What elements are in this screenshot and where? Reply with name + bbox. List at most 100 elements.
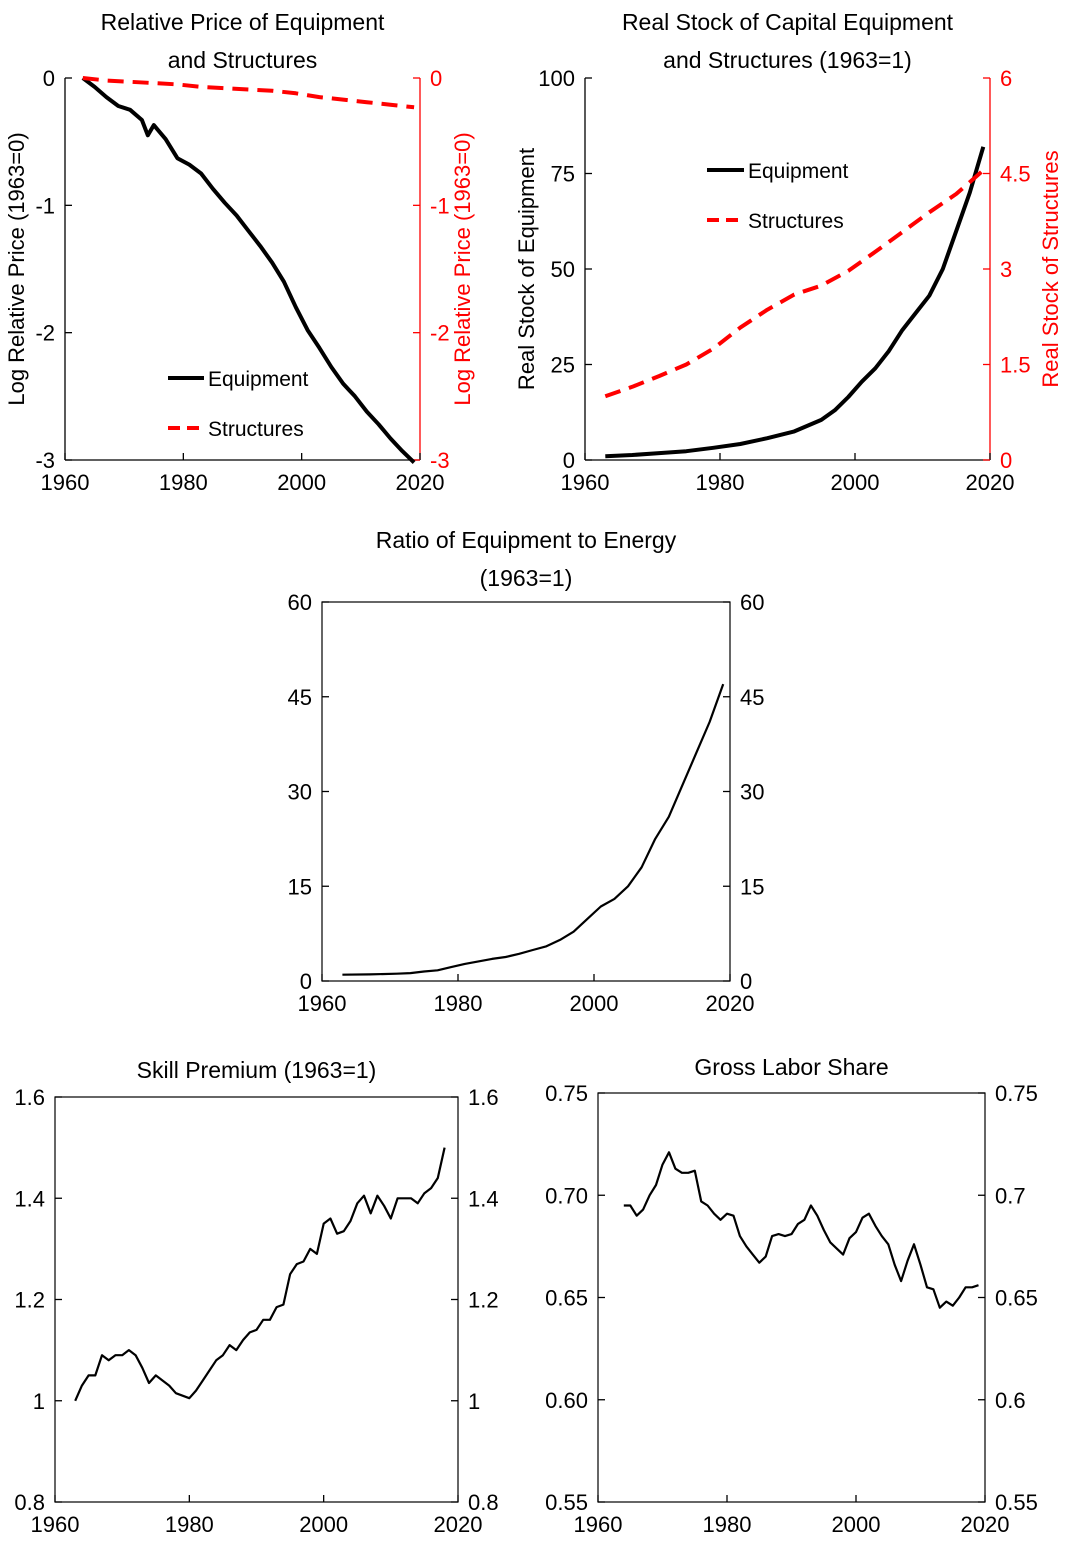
y-right-tick-label: 1.6: [468, 1085, 499, 1110]
y-axis-label: Real Stock of Equipment: [514, 148, 539, 390]
x-tick-label: 2000: [299, 1512, 348, 1537]
y-tick-label: 0: [43, 66, 55, 91]
x-tick-label: 2020: [966, 470, 1015, 495]
x-tick-label: 2020: [961, 1512, 1010, 1537]
y-tick-label: 45: [288, 685, 312, 710]
y-tick-label: 0.55: [545, 1490, 588, 1515]
chart-skill: Skill Premium (1963=1)1960 1980 2000 20200.…: [14, 1057, 498, 1537]
y-right-tick-label: 30: [740, 780, 764, 805]
plot-frame: [597, 1092, 986, 1503]
x-tick-label: 2020: [434, 1512, 483, 1537]
plot-frame: [54, 1096, 459, 1503]
y-right-tick-label: 0: [740, 969, 752, 994]
series-line-structures: [604, 168, 985, 399]
chart-title: (1963=1): [480, 565, 573, 591]
x-tick-label: 1980: [696, 470, 745, 495]
y-right-tick-label: 0.8: [468, 1490, 499, 1515]
y-tick-label: -2: [35, 321, 55, 346]
x-tick-label: 1980: [434, 991, 483, 1016]
x-tick-label: 2000: [832, 1512, 881, 1537]
x-tick-label: 1960: [31, 1512, 80, 1537]
y-tick-label: 0.8: [14, 1490, 45, 1515]
y-tick-label: -1: [35, 193, 55, 218]
series-line-main: [74, 1147, 446, 1402]
y-right-axis-label: Log Relative Price (1963=0): [450, 132, 475, 405]
y-tick-label: 60: [288, 590, 312, 615]
y-tick-label: 100: [538, 66, 575, 91]
series-line-equipment: [605, 146, 986, 459]
y-tick-label: 30: [288, 780, 312, 805]
y-tick-label: 75: [551, 162, 575, 187]
y-right-tick-label: 0.55: [995, 1490, 1038, 1515]
x-tick-label: 1980: [159, 470, 208, 495]
y-tick-label: 0.70: [545, 1183, 588, 1208]
y-axis-label: Log Relative Price (1963=0): [4, 132, 29, 405]
series-line-equipment: [81, 76, 416, 464]
y-tick-label: 15: [288, 874, 312, 899]
x-tick-label: 2000: [277, 470, 326, 495]
y-right-tick-label: -1: [430, 193, 450, 218]
y-right-tick-label: 0.6: [995, 1388, 1026, 1413]
y-right-tick-label: 0: [430, 66, 442, 91]
y-tick-label: 0.65: [545, 1286, 588, 1311]
y-right-tick-label: 4.5: [1000, 162, 1031, 187]
y-tick-label: 50: [551, 257, 575, 282]
x-tick-label: 1960: [298, 991, 347, 1016]
x-tick-label: 2020: [396, 470, 445, 495]
y-right-tick-label: -2: [430, 321, 450, 346]
x-tick-label: 2000: [570, 991, 619, 1016]
y-right-tick-label: 60: [740, 590, 764, 615]
legend: Equipment Structures: [168, 368, 309, 441]
legend-entry: Structures: [208, 418, 304, 441]
legend-entry: Structures: [748, 210, 844, 233]
chart-title: Relative Price of Equipment: [101, 9, 385, 35]
y-tick-label: 1: [33, 1389, 45, 1414]
y-right-tick-label: 1.5: [1000, 353, 1031, 378]
y-right-tick-label: 0.75: [995, 1081, 1038, 1106]
y-right-tick-label: 45: [740, 685, 764, 710]
y-right-tick-label: 1.2: [468, 1288, 499, 1313]
y-right-tick-label: 1.4: [468, 1186, 499, 1211]
legend: Equipment Structures: [707, 160, 849, 233]
x-tick-label: 1960: [574, 1512, 623, 1537]
series-line-main: [342, 683, 725, 976]
series-line-main: [623, 1151, 979, 1309]
y-right-tick-label: 3: [1000, 257, 1012, 282]
y-right-tick-label: 1: [468, 1389, 480, 1414]
y-tick-label: 1.2: [14, 1288, 45, 1313]
x-tick-label: 2000: [831, 470, 880, 495]
plot-frame: [321, 601, 731, 982]
y-tick-label: 25: [551, 353, 575, 378]
y-right-tick-label: 0.65: [995, 1286, 1038, 1311]
chart-title: and Structures: [168, 47, 318, 73]
chart-title: Skill Premium (1963=1): [137, 1057, 377, 1083]
y-tick-label: 0.60: [545, 1388, 588, 1413]
x-tick-label: 2020: [706, 991, 755, 1016]
y-right-axis-label: Real Stock of Structures: [1038, 150, 1063, 387]
x-tick-label: 1960: [561, 470, 610, 495]
chart-title: Gross Labor Share: [694, 1054, 888, 1080]
chart-stock: Real Stock of Capital Equipment and Struc…: [514, 9, 1063, 495]
chart-title: Ratio of Equipment to Energy: [376, 527, 677, 553]
y-tick-label: 0: [300, 969, 312, 994]
y-tick-label: 1.4: [14, 1186, 45, 1211]
y-tick-label: 0: [563, 448, 575, 473]
legend-entry: Equipment: [748, 160, 849, 183]
series-line-structures: [82, 76, 415, 110]
y-tick-label: 1.6: [14, 1085, 45, 1110]
x-tick-label: 1980: [703, 1512, 752, 1537]
y-right-tick-label: -3: [430, 448, 450, 473]
chart-ratio: Ratio of Equipment to Energy (1963=1) 1960…: [288, 527, 765, 1016]
chart-title: and Structures (1963=1): [663, 47, 912, 73]
chart-relprice: Relative Price of Equipment and Structure…: [4, 9, 475, 495]
y-right-tick-label: 0.7: [995, 1183, 1026, 1208]
x-tick-label: 1960: [41, 470, 90, 495]
y-right-tick-label: 0: [1000, 448, 1012, 473]
y-right-tick-label: 15: [740, 874, 764, 899]
legend-entry: Equipment: [208, 368, 309, 391]
chart-title: Real Stock of Capital Equipment: [622, 9, 954, 35]
y-right-tick-label: 6: [1000, 66, 1012, 91]
x-tick-label: 1980: [165, 1512, 214, 1537]
